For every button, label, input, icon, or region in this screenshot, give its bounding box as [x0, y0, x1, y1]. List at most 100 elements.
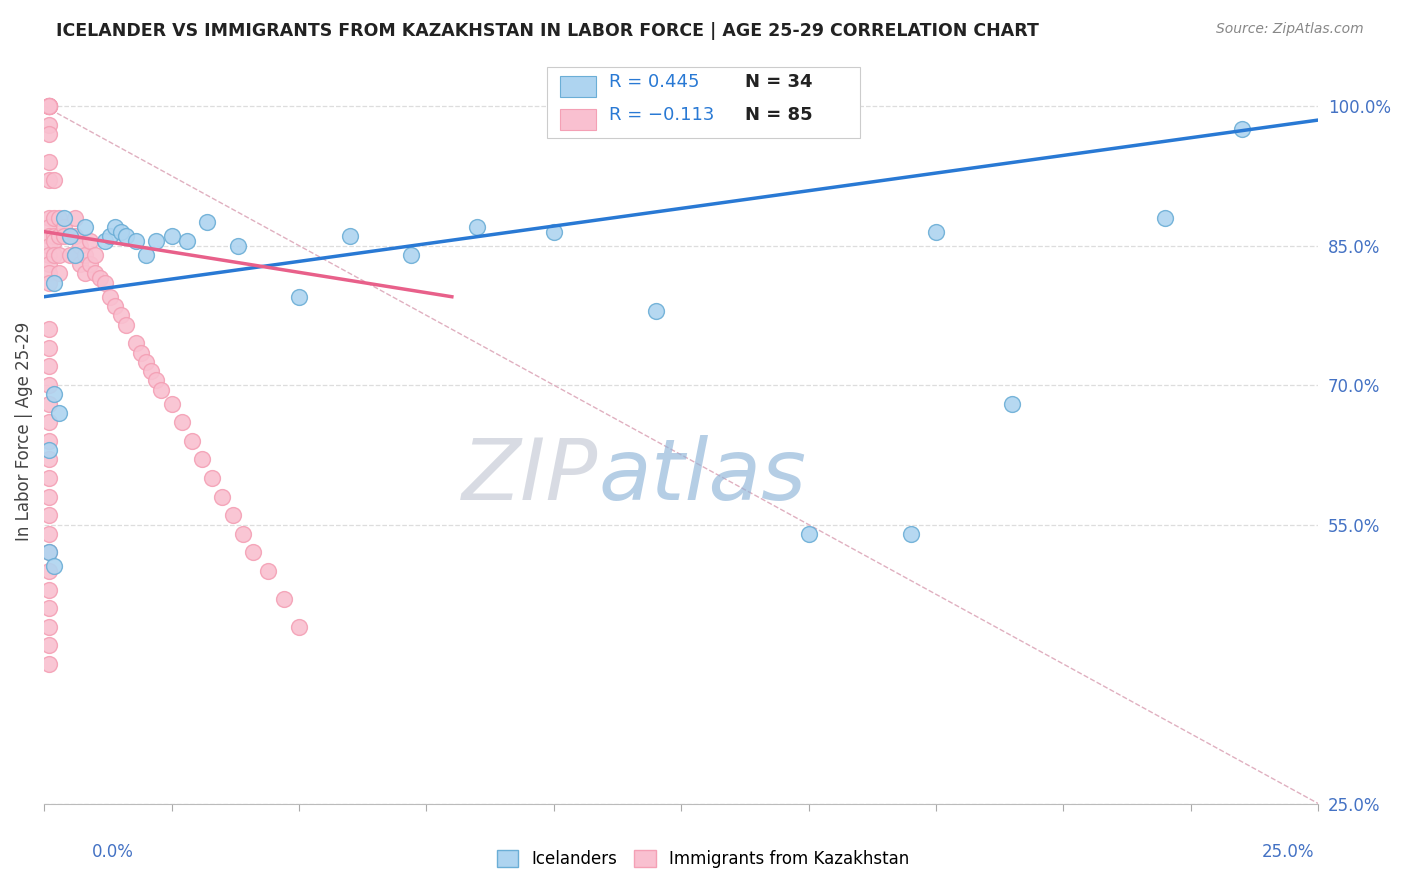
- Point: [38, 154, 60, 169]
- Point: [53, 219, 76, 234]
- Point: [125, 336, 148, 351]
- Point: [38, 229, 60, 244]
- Point: [170, 415, 193, 429]
- Point: [38, 490, 60, 504]
- Point: [180, 434, 202, 448]
- Point: [201, 471, 224, 485]
- Point: [63, 248, 86, 262]
- Point: [58, 248, 80, 262]
- Text: N = 34: N = 34: [745, 73, 813, 91]
- Point: [288, 620, 311, 634]
- Point: [38, 211, 60, 225]
- Point: [44, 234, 66, 248]
- Point: [145, 373, 167, 387]
- Point: [38, 657, 60, 671]
- Point: [38, 639, 60, 653]
- Point: [84, 267, 107, 281]
- Text: ZIP: ZIP: [463, 434, 599, 517]
- Point: [38, 341, 60, 355]
- Point: [1001, 397, 1024, 411]
- Point: [145, 234, 167, 248]
- Point: [44, 559, 66, 574]
- Point: [63, 229, 86, 244]
- FancyBboxPatch shape: [547, 67, 859, 137]
- Point: [125, 234, 148, 248]
- Point: [38, 545, 60, 559]
- Point: [44, 387, 66, 401]
- Point: [150, 383, 173, 397]
- Text: 0.0%: 0.0%: [91, 843, 134, 861]
- Text: Source: ZipAtlas.com: Source: ZipAtlas.com: [1216, 22, 1364, 37]
- Point: [104, 299, 127, 313]
- Point: [38, 173, 60, 187]
- Point: [160, 229, 183, 244]
- Text: R = 0.445: R = 0.445: [609, 73, 699, 91]
- Point: [114, 318, 136, 332]
- Text: atlas: atlas: [599, 434, 807, 517]
- Bar: [560, 110, 596, 130]
- Point: [69, 238, 91, 252]
- Point: [38, 267, 60, 281]
- Point: [38, 248, 60, 262]
- Point: [176, 234, 198, 248]
- Bar: [560, 76, 596, 97]
- Point: [1230, 122, 1253, 136]
- Point: [38, 564, 60, 578]
- Point: [129, 345, 152, 359]
- Point: [73, 219, 96, 234]
- Point: [38, 118, 60, 132]
- Point: [94, 276, 117, 290]
- Point: [73, 267, 96, 281]
- Point: [63, 211, 86, 225]
- Point: [38, 276, 60, 290]
- Point: [38, 378, 60, 392]
- Point: [38, 527, 60, 541]
- Point: [38, 99, 60, 113]
- Point: [543, 225, 565, 239]
- Point: [44, 248, 66, 262]
- Point: [69, 257, 91, 271]
- Point: [38, 257, 60, 271]
- Point: [48, 211, 70, 225]
- Point: [38, 434, 60, 448]
- Point: [84, 248, 107, 262]
- Point: [38, 620, 60, 634]
- Point: [226, 238, 249, 252]
- Point: [339, 229, 361, 244]
- Point: [104, 219, 127, 234]
- Point: [38, 99, 60, 113]
- Point: [399, 248, 422, 262]
- Point: [257, 564, 280, 578]
- Point: [73, 248, 96, 262]
- Point: [79, 234, 101, 248]
- Text: R = −0.113: R = −0.113: [609, 106, 714, 124]
- Point: [38, 99, 60, 113]
- Point: [191, 452, 214, 467]
- Point: [139, 364, 162, 378]
- Point: [925, 225, 948, 239]
- Point: [44, 229, 66, 244]
- Point: [38, 99, 60, 113]
- Point: [900, 527, 922, 541]
- Point: [44, 173, 66, 187]
- Point: [114, 229, 136, 244]
- Text: 25.0%: 25.0%: [1263, 843, 1315, 861]
- Point: [44, 211, 66, 225]
- Point: [797, 527, 820, 541]
- Point: [48, 229, 70, 244]
- Point: [38, 359, 60, 374]
- Point: [221, 508, 243, 523]
- Point: [98, 290, 121, 304]
- Point: [232, 527, 254, 541]
- Point: [38, 397, 60, 411]
- Point: [465, 219, 488, 234]
- Point: [38, 99, 60, 113]
- Point: [38, 545, 60, 559]
- Point: [63, 248, 86, 262]
- Point: [38, 415, 60, 429]
- Point: [135, 248, 157, 262]
- Point: [58, 229, 80, 244]
- Point: [53, 229, 76, 244]
- Point: [38, 322, 60, 336]
- Point: [98, 229, 121, 244]
